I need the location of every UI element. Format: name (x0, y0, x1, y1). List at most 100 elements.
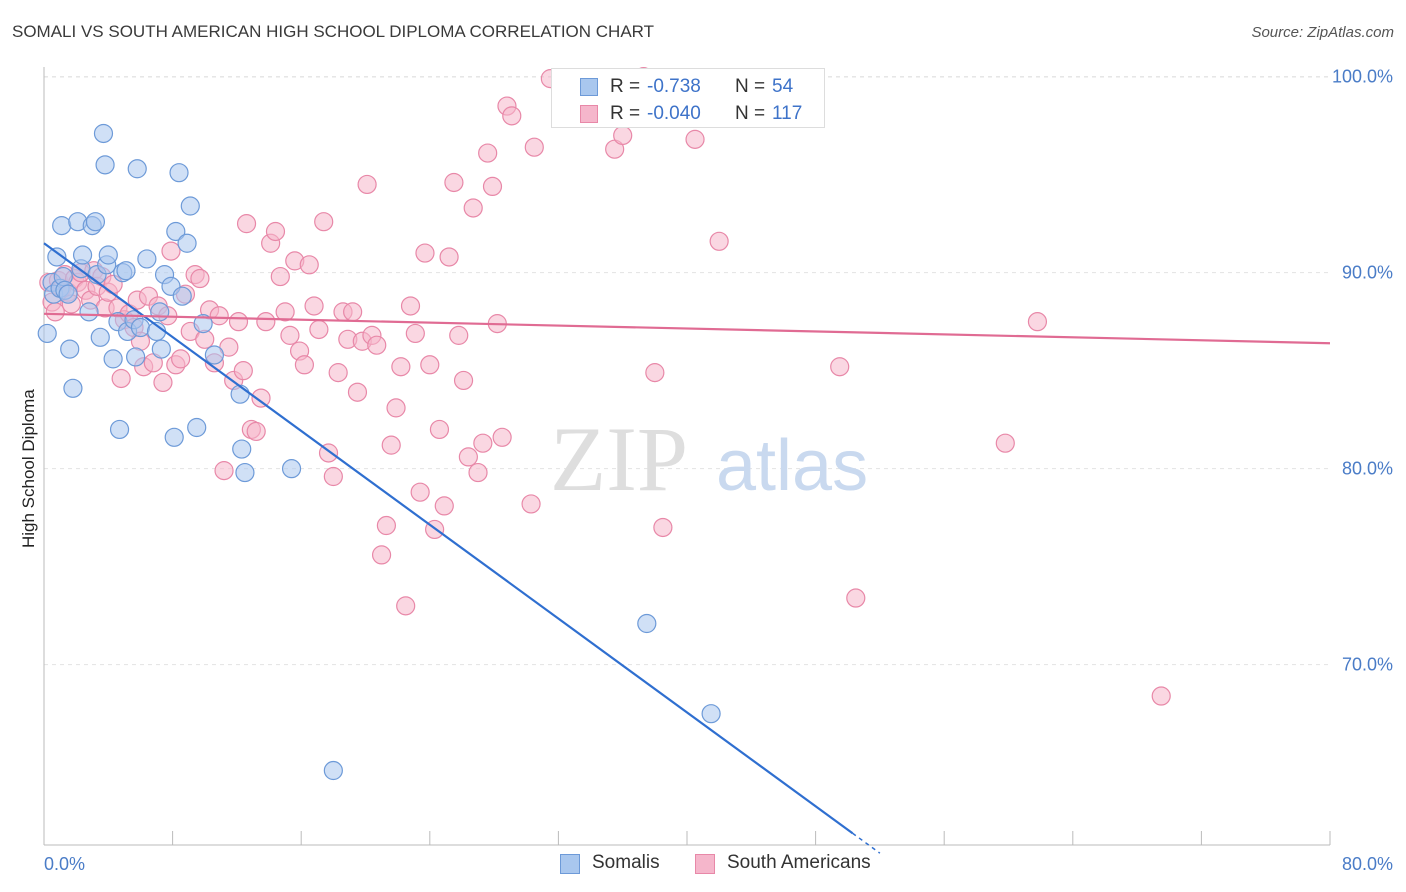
south-american-point (171, 349, 191, 369)
south-americans-trend-line (43, 312, 1331, 345)
south-american-point (653, 517, 673, 538)
south-american-point (236, 214, 257, 234)
series-legend: Somalis South Americans (0, 852, 1406, 878)
n-value: 117 (772, 103, 803, 124)
south-american-point (294, 355, 315, 375)
south-american-point (434, 496, 454, 516)
y-tick-label: 80.0% (1342, 459, 1393, 479)
somali-point (150, 302, 170, 322)
south-american-point (376, 515, 396, 536)
south-american-point (420, 355, 440, 375)
somali-point (116, 261, 136, 281)
south-american-point (439, 247, 459, 267)
south-american-point (400, 296, 421, 316)
south-american-point (161, 241, 181, 261)
somali-point (126, 347, 146, 367)
south-american-point (391, 357, 411, 377)
south-american-point (492, 427, 512, 447)
somali-point (232, 439, 252, 459)
south-american-point (275, 302, 295, 322)
somali-point (637, 613, 657, 634)
south-american-point (1151, 686, 1171, 706)
south-american-point (613, 125, 633, 146)
south-american-point (405, 323, 425, 344)
south-americans-swatch (580, 105, 598, 123)
south-american-point (386, 398, 406, 418)
somali-point (93, 123, 114, 144)
south-american-point (478, 143, 498, 163)
trend-lines (43, 242, 1331, 854)
south-americans-swatch (695, 854, 715, 874)
somalis-trend-extension (852, 832, 881, 854)
somali-point (52, 216, 72, 236)
somalis-swatch (580, 78, 598, 96)
south-american-point (299, 255, 319, 275)
somali-point (281, 459, 302, 479)
somali-point (137, 249, 157, 269)
somali-point (235, 462, 255, 483)
somali-point (37, 323, 57, 344)
south-american-point (228, 312, 249, 332)
somali-point (180, 196, 200, 216)
south-american-point (381, 435, 401, 455)
somali-point (85, 212, 106, 232)
somali-point (58, 284, 78, 304)
somalis-trend-line (43, 242, 854, 835)
somali-point (109, 419, 130, 440)
south-american-point (521, 494, 541, 514)
somali-point (151, 339, 171, 359)
somali-point (63, 378, 83, 398)
somali-point (47, 247, 67, 267)
south-american-point (209, 306, 229, 326)
somali-point (90, 327, 110, 347)
south-american-point (309, 319, 329, 340)
south-american-point (214, 461, 234, 481)
south-american-point (246, 421, 266, 442)
south-american-point (846, 588, 866, 608)
chart-title: SOMALI VS SOUTH AMERICAN HIGH SCHOOL DIP… (12, 22, 655, 41)
somali-point (164, 427, 184, 447)
south-american-point (396, 596, 416, 616)
south-american-point (233, 361, 253, 381)
source-credit: Source: ZipAtlas.com (1251, 24, 1394, 41)
south-american-point (463, 198, 483, 218)
south-american-point (453, 370, 474, 391)
somali-point (701, 704, 721, 724)
legend-label-south-americans: South Americans (727, 852, 871, 873)
n-label: N = (735, 76, 766, 97)
south-american-point (458, 447, 478, 467)
south-american-point (371, 545, 392, 565)
south-american-point (314, 212, 334, 232)
r-value: -0.040 (647, 103, 701, 124)
somali-point (127, 159, 147, 179)
somali-point (172, 286, 192, 306)
somalis-swatch (560, 854, 580, 874)
somali-point (187, 417, 207, 438)
legend-row-somalis: R = -0.738 N = 54 (552, 74, 824, 100)
south-american-point (502, 106, 522, 126)
r-value: -0.738 (647, 76, 701, 97)
south-american-point (524, 137, 544, 157)
south-american-point (328, 363, 348, 383)
south-american-point (280, 325, 300, 345)
r-label: R = (610, 103, 641, 124)
somali-point (166, 221, 186, 242)
somali-point (323, 760, 343, 781)
south-americans-points (39, 67, 1171, 706)
south-american-point (645, 363, 665, 383)
south-american-point (429, 419, 450, 440)
somali-point (169, 163, 189, 183)
south-american-point (415, 243, 435, 263)
n-label: N = (735, 103, 766, 124)
south-american-point (709, 231, 729, 251)
somali-point (230, 384, 250, 404)
n-value: 54 (772, 76, 794, 97)
south-american-point (343, 302, 363, 322)
south-american-point (830, 357, 850, 377)
somali-point (130, 317, 151, 338)
somali-point (72, 245, 93, 265)
tick-labels: 100.0% 90.0% 80.0% 70.0% 0.0% 80.0% (44, 67, 1393, 874)
south-american-point (473, 433, 493, 453)
x-tick-label-min: 0.0% (44, 854, 85, 874)
